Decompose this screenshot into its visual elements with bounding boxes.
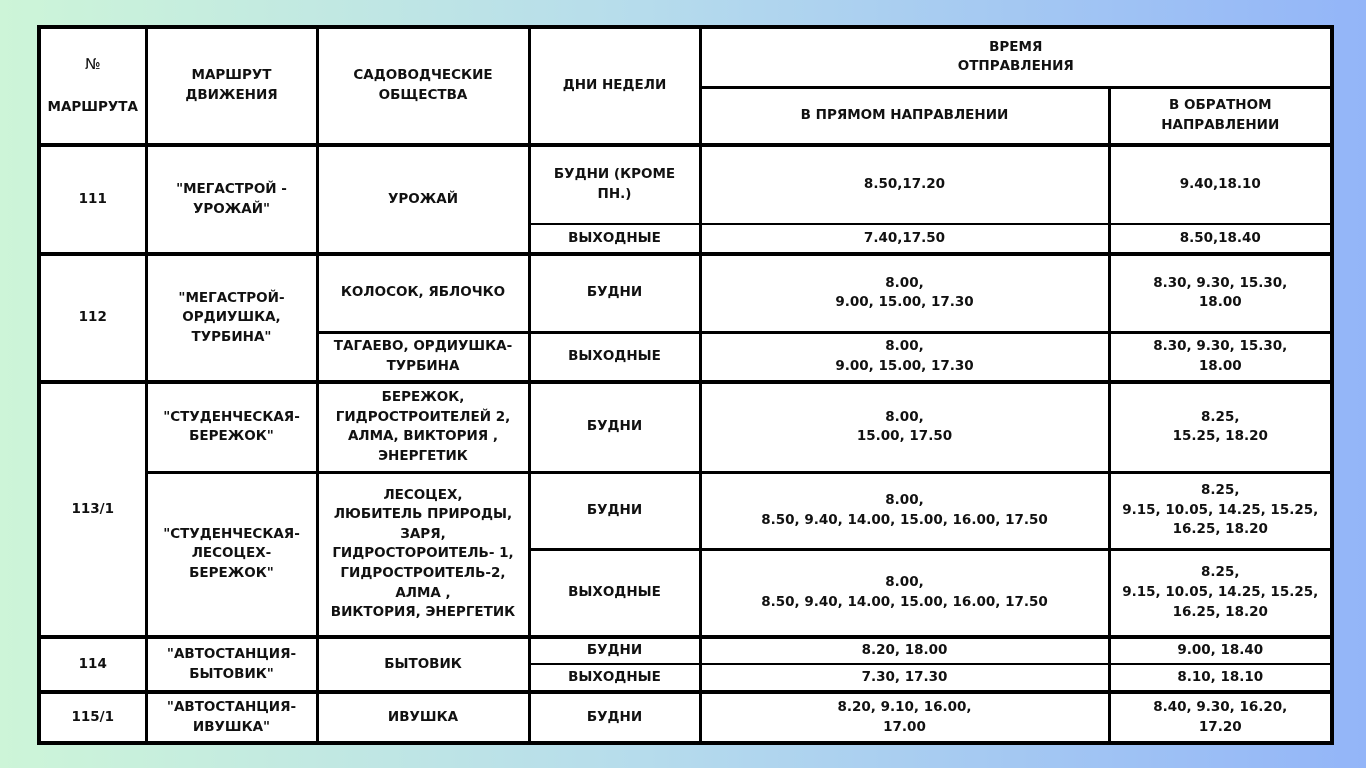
days-cell: БУДНИ xyxy=(527,635,702,665)
row-114-weekdays: 114 "АВТОСТАНЦИЯ- БЫТОВИК" БЫТОВИК БУДНИ… xyxy=(37,635,1334,694)
forward-times-cell: 8.00, 9.00, 15.00, 17.30 xyxy=(698,330,1111,384)
days-cell: БУДНИ xyxy=(527,690,702,745)
days-cell: ВЫХОДНЫЕ xyxy=(527,663,702,694)
route-name-cell: "СТУДЕНЧЕСКАЯ- ЛЕСОЦЕХ- БЕРЕЖОК" xyxy=(144,470,319,639)
route-number-cell: 112 xyxy=(37,252,148,384)
societies-cell: ИВУШКА xyxy=(315,690,531,745)
forward-times-cell: 7.30, 17.30 xyxy=(698,663,1111,694)
row-112-weekdays: 112 "МЕГАСТРОЙ- ОРДИУШКА, ТУРБИНА" КОЛОС… xyxy=(37,252,1334,384)
col-header-route: МАРШРУТ ДВИЖЕНИЯ xyxy=(144,25,319,147)
days-cell: БУДНИ (КРОМЕ ПН.) xyxy=(527,143,702,225)
route-name-cell: "АВТОСТАНЦИЯ- ИВУШКА" xyxy=(144,690,319,745)
route-number-header-stack: № МАРШРУТА xyxy=(46,54,140,117)
backward-times-cell: 9.00, 18.40 xyxy=(1107,635,1334,665)
route-name-cell: "МЕГАСТРОЙ- ОРДИУШКА, ТУРБИНА" xyxy=(144,252,319,384)
row-115-weekdays: 115/1 "АВТОСТАНЦИЯ- ИВУШКА" ИВУШКА БУДНИ… xyxy=(37,690,1334,745)
col-header-societies: САДОВОДЧЕСКИЕ ОБЩЕСТВА xyxy=(315,25,531,147)
backward-times-cell: 8.50,18.40 xyxy=(1107,223,1334,256)
backward-times-cell: 8.25, 15.25, 18.20 xyxy=(1107,380,1334,474)
row-113-berezhok-weekdays: 113/1 "СТУДЕНЧЕСКАЯ- БЕРЕЖОК" БЕРЕЖОК, Г… xyxy=(37,380,1334,639)
col-header-days: ДНИ НЕДЕЛИ xyxy=(527,25,702,147)
row-111-weekend: ВЫХОДНЫЕ 7.40,17.50 8.50,18.40 xyxy=(39,223,1334,256)
backward-times-cell: 8.10, 18.10 xyxy=(1107,663,1334,694)
societies-cell: КОЛОСОК, ЯБЛОЧКО xyxy=(315,252,531,334)
row-111-weekdays: 111 "МЕГАСТРОЙ - УРОЖАЙ" УРОЖАЙ БУДНИ (К… xyxy=(37,143,1334,256)
col-header-route-number: № МАРШРУТА xyxy=(37,25,148,147)
bus-schedule-table: № МАРШРУТА МАРШРУТ ДВИЖЕНИЯ САДОВОДЧЕСКИ… xyxy=(37,25,1335,745)
days-cell: БУДНИ xyxy=(527,380,702,474)
forward-times-cell: 8.20, 18.00 xyxy=(698,635,1111,665)
route-name-cell: "МЕГАСТРОЙ - УРОЖАЙ" xyxy=(144,143,319,256)
backward-times-cell: 8.40, 9.30, 16.20, 17.20 xyxy=(1107,690,1334,745)
forward-times-cell: 7.40,17.50 xyxy=(698,223,1111,256)
row-113-lesoceh-weekdays: "СТУДЕНЧЕСКАЯ- ЛЕСОЦЕХ- БЕРЕЖОК" ЛЕСОЦЕХ… xyxy=(39,470,1334,639)
days-cell: БУДНИ xyxy=(527,252,702,334)
days-cell: БУДНИ xyxy=(527,470,702,551)
forward-times-cell: 8.50,17.20 xyxy=(698,143,1111,225)
days-cell: ВЫХОДНЫЕ xyxy=(527,223,702,256)
row-112-weekend: ТАГАЕВО, ОРДИУШКА- ТУРБИНА ВЫХОДНЫЕ 8.00… xyxy=(39,330,1334,384)
row-113-lesoceh-weekend: ВЫХОДНЫЕ 8.00, 8.50, 9.40, 14.00, 15.00,… xyxy=(39,547,1334,639)
societies-cell: УРОЖАЙ xyxy=(315,143,531,256)
societies-cell: ТАГАЕВО, ОРДИУШКА- ТУРБИНА xyxy=(315,330,531,384)
route-name-cell: "СТУДЕНЧЕСКАЯ- БЕРЕЖОК" xyxy=(144,380,319,474)
backward-times-cell: 9.40,18.10 xyxy=(1107,143,1334,225)
route-number-cell: 115/1 xyxy=(37,690,148,745)
row-114-weekend: ВЫХОДНЫЕ 7.30, 17.30 8.10, 18.10 xyxy=(39,663,1334,694)
forward-times-cell: 8.00, 15.00, 17.50 xyxy=(698,380,1111,474)
days-cell: ВЫХОДНЫЕ xyxy=(527,330,702,384)
forward-times-cell: 8.00, 8.50, 9.40, 14.00, 15.00, 16.00, 1… xyxy=(698,470,1111,551)
days-cell: ВЫХОДНЫЕ xyxy=(527,547,702,639)
backward-times-cell: 8.30, 9.30, 15.30, 18.00 xyxy=(1107,330,1334,384)
route-name-cell: "АВТОСТАНЦИЯ- БЫТОВИК" xyxy=(144,635,319,694)
societies-cell: БЫТОВИК xyxy=(315,635,531,694)
backward-times-cell: 8.25, 9.15, 10.05, 14.25, 15.25, 16.25, … xyxy=(1107,547,1334,639)
col-header-backward: В ОБРАТНОМ НАПРАВЛЕНИИ xyxy=(1107,85,1334,147)
header-row-top: № МАРШРУТА МАРШРУТ ДВИЖЕНИЯ САДОВОДЧЕСКИ… xyxy=(37,25,1334,147)
route-number-cell: 114 xyxy=(37,635,148,694)
col-header-departure-time: ВРЕМЯ ОТПРАВЛЕНИЯ xyxy=(698,25,1334,89)
forward-times-cell: 8.20, 9.10, 16.00, 17.00 xyxy=(698,690,1111,745)
forward-times-cell: 8.00, 9.00, 15.00, 17.30 xyxy=(698,252,1111,334)
numero-sign: № xyxy=(84,55,101,74)
backward-times-cell: 8.25, 9.15, 10.05, 14.25, 15.25, 16.25, … xyxy=(1107,470,1334,551)
route-number-cell: 111 xyxy=(37,143,148,256)
forward-times-cell: 8.00, 8.50, 9.40, 14.00, 15.00, 16.00, 1… xyxy=(698,547,1111,639)
col-header-forward: В ПРЯМОМ НАПРАВЛЕНИИ xyxy=(698,85,1111,147)
societies-cell: БЕРЕЖОК, ГИДРОСТРОИТЕЛЕЙ 2, АЛМА, ВИКТОР… xyxy=(315,380,531,474)
header-row-directions: В ПРЯМОМ НАПРАВЛЕНИИ В ОБРАТНОМ НАПРАВЛЕ… xyxy=(39,85,1334,147)
societies-cell: ЛЕСОЦЕХ, ЛЮБИТЕЛЬ ПРИРОДЫ, ЗАРЯ, ГИДРОСТ… xyxy=(315,470,531,639)
backward-times-cell: 8.30, 9.30, 15.30, 18.00 xyxy=(1107,252,1334,334)
route-number-header-label: МАРШРУТА xyxy=(47,99,138,116)
route-number-cell: 113/1 xyxy=(37,380,148,639)
